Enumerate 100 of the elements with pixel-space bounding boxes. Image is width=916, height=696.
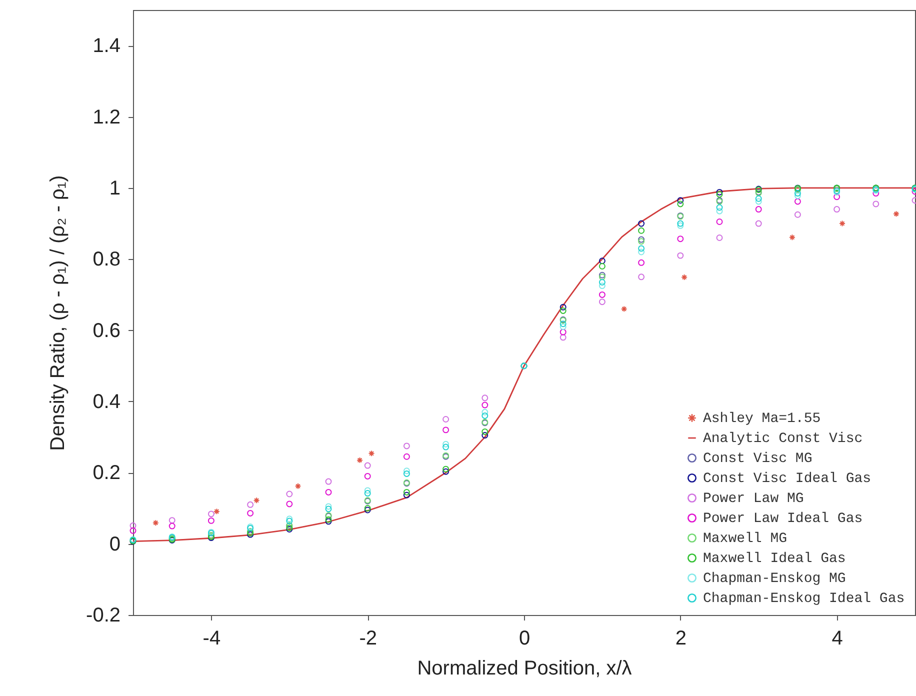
point xyxy=(253,497,260,504)
point xyxy=(788,234,796,241)
point xyxy=(755,220,762,227)
point xyxy=(560,324,566,330)
y-tick-label: 1.4 xyxy=(92,35,120,58)
legend-label: Const Visc MG xyxy=(703,451,812,467)
point xyxy=(872,200,880,208)
point xyxy=(560,328,566,336)
legend-label: Power Law MG xyxy=(703,491,804,507)
point xyxy=(364,462,371,469)
point xyxy=(325,503,332,510)
point xyxy=(716,218,723,225)
point xyxy=(168,517,176,524)
point xyxy=(403,492,410,498)
point xyxy=(716,188,723,196)
point xyxy=(677,200,684,208)
point xyxy=(598,291,606,298)
point xyxy=(560,307,566,314)
x-tick-label: 0 xyxy=(518,628,530,650)
point xyxy=(442,466,450,472)
y-tick-label: 0 xyxy=(109,533,120,556)
point xyxy=(325,478,332,485)
point xyxy=(130,527,136,534)
y-tick-label: 0.4 xyxy=(92,390,120,413)
point xyxy=(325,488,332,496)
point xyxy=(482,394,488,402)
point xyxy=(442,444,450,450)
point xyxy=(794,198,801,205)
point xyxy=(638,245,645,252)
point xyxy=(208,510,214,518)
point xyxy=(560,320,566,328)
point xyxy=(560,334,566,341)
point xyxy=(677,252,684,259)
point xyxy=(677,197,684,204)
legend-label: Maxwell Ideal Gas xyxy=(703,551,846,567)
point xyxy=(130,522,136,529)
point xyxy=(168,522,176,530)
point xyxy=(403,453,410,460)
legend-label: Const Visc Ideal Gas xyxy=(703,471,872,487)
point xyxy=(560,304,566,310)
point xyxy=(152,520,159,526)
point xyxy=(213,508,220,515)
point xyxy=(638,259,645,266)
point xyxy=(892,210,900,218)
point xyxy=(834,194,840,200)
point xyxy=(620,306,628,312)
point xyxy=(794,190,801,197)
x-tick-label: 4 xyxy=(832,628,843,650)
point xyxy=(716,208,723,214)
point xyxy=(755,206,762,213)
point xyxy=(482,412,488,419)
legend-label: Power Law Ideal Gas xyxy=(703,511,863,527)
point xyxy=(755,198,762,205)
point xyxy=(794,211,801,218)
y-axis-title: Density Ratio, (ρ - ρ₁) / (ρ₂ - ρ₁) xyxy=(47,175,70,451)
point xyxy=(794,192,801,200)
point xyxy=(598,258,606,264)
point xyxy=(482,428,488,435)
x-tick-label: -2 xyxy=(359,628,377,650)
point xyxy=(208,517,214,524)
point xyxy=(356,456,364,464)
legend-label: Maxwell MG xyxy=(703,531,788,547)
point xyxy=(368,450,375,457)
point xyxy=(598,263,606,270)
point xyxy=(716,204,723,211)
legend-label: Chapman-Enskog Ideal Gas xyxy=(703,591,905,607)
point xyxy=(364,487,371,494)
legend-label: Chapman-Enskog MG xyxy=(703,571,846,587)
point xyxy=(677,236,684,242)
legend-label: Ashley Ma=1.55 xyxy=(703,411,821,427)
point xyxy=(482,402,488,408)
legend-label: Analytic Const Visc xyxy=(703,431,863,447)
point xyxy=(598,279,606,286)
point xyxy=(364,490,371,497)
point xyxy=(638,248,645,256)
point xyxy=(716,234,723,241)
point xyxy=(872,190,880,197)
point xyxy=(403,470,410,477)
x-tick-label: -4 xyxy=(202,628,221,650)
point xyxy=(442,416,450,422)
point xyxy=(598,282,606,290)
point xyxy=(247,501,254,508)
point xyxy=(403,468,410,474)
point xyxy=(716,191,723,198)
point xyxy=(638,227,645,234)
point xyxy=(364,472,371,480)
x-axis-title: Normalized Position, x/λ xyxy=(417,658,632,680)
point xyxy=(442,426,450,434)
point xyxy=(325,506,332,512)
point xyxy=(442,440,450,448)
point xyxy=(403,488,410,496)
point xyxy=(482,432,488,439)
point xyxy=(286,500,293,508)
point xyxy=(247,510,254,516)
point xyxy=(286,490,293,498)
point xyxy=(834,206,840,213)
x-tick-label: 2 xyxy=(675,628,686,650)
point xyxy=(442,468,450,475)
point xyxy=(638,220,645,227)
point xyxy=(839,220,846,227)
